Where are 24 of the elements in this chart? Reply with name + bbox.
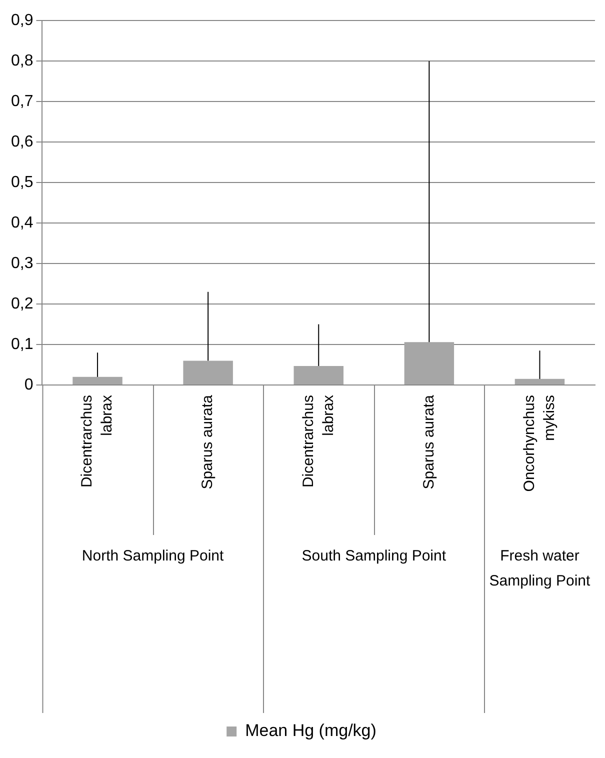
legend-label: Mean Hg (mg/kg): [245, 721, 376, 740]
y-tick-label: 0: [24, 376, 34, 394]
bar: [72, 376, 122, 384]
y-tick-label: 0,9: [10, 12, 34, 30]
bar: [404, 342, 454, 384]
y-tick-label: 0,7: [10, 92, 34, 110]
x-tick-label: Sparus aurata: [420, 394, 438, 490]
bar: [294, 366, 344, 384]
x-tick-label: Dicentrarchus labrax: [78, 394, 116, 488]
y-tick-label: 0,2: [10, 295, 34, 312]
text: North Sampling Point: [82, 548, 224, 565]
text: Fresh water Sampling Point: [489, 548, 591, 590]
x-tick-label: Sparus aurata: [199, 394, 216, 490]
x-tick-label: Oncorhynchus mykiss: [520, 395, 558, 492]
bar: [183, 360, 233, 384]
bar: [514, 378, 565, 384]
y-tick-label: 0,1: [10, 336, 34, 353]
text: South Sampling Point: [302, 548, 447, 565]
x-tick-label: Dicentrarchus labrax: [300, 394, 337, 488]
y-tick-label: 0,6: [10, 133, 34, 150]
y-tick-label: 0,5: [10, 174, 34, 191]
y-tick-label: 0,8: [10, 52, 34, 70]
y-tick-label: 0,3: [10, 254, 34, 272]
y-tick-label: 0,4: [10, 214, 34, 232]
